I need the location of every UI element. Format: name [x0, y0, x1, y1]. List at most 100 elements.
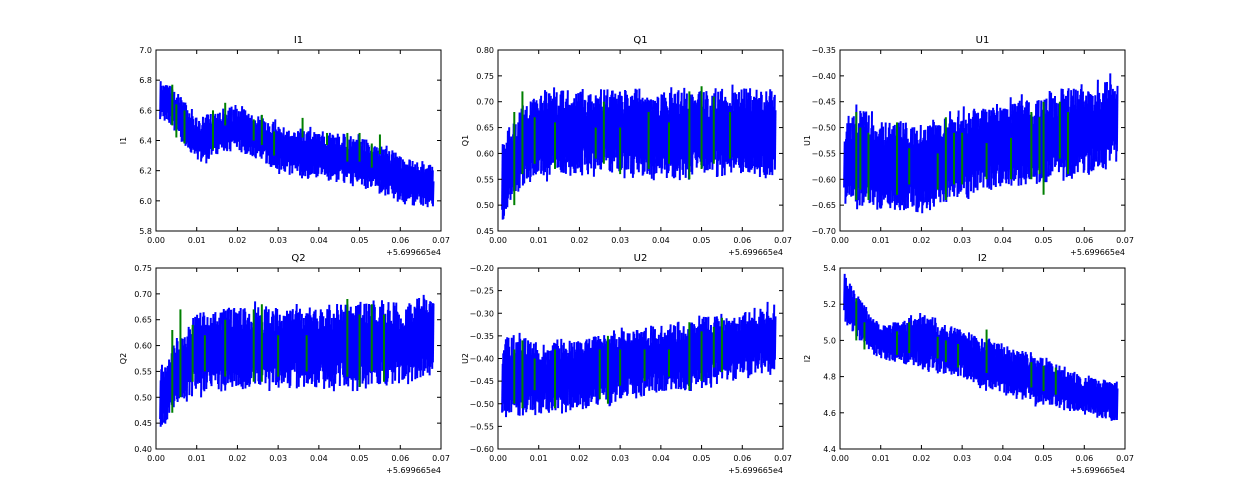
- x-tick-label: 0.05: [1035, 454, 1053, 463]
- subplot-I2: 0.00 0.01 0.02 0.03 0.04 0.05 0.06 0.07 4.4 4.6 4.…: [803, 253, 1134, 475]
- x-tick-label: 0.00: [147, 454, 165, 463]
- x-offset-label: +5.699665e4: [1070, 248, 1125, 257]
- y-axis-label: Q1: [461, 135, 470, 146]
- x-tick-label: 0.04: [310, 236, 328, 245]
- y-tick-label: 4.6: [823, 409, 836, 418]
- x-tick-label: 0.03: [953, 454, 971, 463]
- y-tick-label: −0.50: [811, 124, 836, 133]
- x-tick-label: 0.02: [229, 454, 247, 463]
- x-tick-label: 0.04: [652, 236, 670, 245]
- x-tick-label: 0.01: [188, 236, 206, 245]
- x-tick-label: 0.01: [872, 236, 890, 245]
- y-tick-label: 0.65: [476, 124, 494, 133]
- y-tick-label: 5.2: [823, 300, 836, 309]
- y-tick-label: 4.4: [823, 445, 836, 454]
- x-tick-label: 0.01: [530, 236, 548, 245]
- y-tick-label: −0.70: [811, 227, 836, 236]
- blue-series-segment: [1115, 388, 1119, 421]
- y-tick-label: 0.60: [476, 149, 494, 158]
- blue-series-segment: [773, 316, 777, 360]
- y-tick-label: −0.45: [811, 98, 836, 107]
- y-tick-label: 5.8: [139, 227, 152, 236]
- subplot-title: Q1: [633, 35, 647, 46]
- x-tick-label: 0.03: [611, 236, 629, 245]
- x-tick-label: 0.07: [1116, 454, 1134, 463]
- x-tick-label: 0.05: [351, 236, 369, 245]
- blue-series-segment: [431, 181, 435, 207]
- plot-area: [159, 294, 435, 427]
- y-axis-label: I1: [119, 137, 128, 144]
- x-tick-label: 0.02: [571, 454, 589, 463]
- y-tick-label: 0.55: [134, 367, 152, 376]
- x-tick-label: 0.02: [913, 454, 931, 463]
- x-tick-label: 0.05: [351, 454, 369, 463]
- blue-series-segment: [431, 303, 435, 363]
- y-tick-label: −0.35: [811, 46, 836, 55]
- y-tick-label: −0.40: [811, 72, 836, 81]
- x-tick-label: 0.03: [953, 236, 971, 245]
- y-tick-label: 0.70: [134, 290, 152, 299]
- x-tick-label: 0.00: [147, 236, 165, 245]
- axes-frame: [839, 49, 1126, 232]
- x-tick-label: 0.03: [611, 454, 629, 463]
- y-tick-label: 0.60: [134, 342, 152, 351]
- blue-series-segment: [1115, 85, 1119, 152]
- x-offset-label: +5.699665e4: [386, 466, 441, 475]
- subplot-title: I2: [978, 253, 987, 264]
- axes-frame: [497, 49, 784, 232]
- subplot-U2: 0.00 0.01 0.02 0.03 0.04 0.05 0.06 0.07 −0.60 −0.…: [461, 253, 792, 475]
- x-offset-label: +5.699665e4: [728, 248, 783, 257]
- blue-series-segment: [773, 110, 777, 170]
- x-tick-label: 0.06: [733, 454, 751, 463]
- x-tick-label: 0.01: [530, 454, 548, 463]
- y-axis-label: U2: [461, 353, 470, 364]
- y-tick-label: −0.30: [469, 309, 494, 318]
- plot-area: [159, 81, 435, 208]
- y-tick-label: −0.65: [811, 201, 836, 210]
- y-tick-label: 0.65: [134, 316, 152, 325]
- y-tick-label: 0.75: [476, 72, 494, 81]
- y-tick-label: 0.50: [476, 201, 494, 210]
- y-tick-label: 0.80: [476, 46, 494, 55]
- axes-frame: [155, 267, 442, 450]
- x-tick-label: 0.04: [310, 454, 328, 463]
- subplot-title: U2: [634, 253, 648, 264]
- y-tick-label: 5.0: [823, 336, 836, 345]
- y-tick-label: −0.55: [469, 422, 494, 431]
- y-tick-label: 6.6: [139, 106, 152, 115]
- plot-area: [501, 84, 777, 220]
- x-tick-label: 0.05: [1035, 236, 1053, 245]
- y-axis-label: U1: [803, 135, 812, 146]
- subplot-title: Q2: [291, 253, 305, 264]
- x-tick-label: 0.07: [774, 454, 792, 463]
- x-tick-label: 0.07: [774, 236, 792, 245]
- subplot-U1: 0.00 0.01 0.02 0.03 0.04 0.05 0.06 0.07 −0.70 −0.…: [803, 35, 1134, 257]
- x-tick-label: 0.06: [391, 236, 409, 245]
- y-tick-label: 0.45: [476, 227, 494, 236]
- x-tick-label: 0.04: [994, 236, 1012, 245]
- y-tick-label: −0.55: [811, 149, 836, 158]
- y-tick-label: 6.4: [139, 137, 152, 146]
- y-tick-label: 0.55: [476, 175, 494, 184]
- x-tick-label: 0.03: [269, 454, 287, 463]
- y-tick-label: 6.8: [139, 76, 152, 85]
- y-tick-label: −0.25: [469, 287, 494, 296]
- y-tick-label: −0.45: [469, 377, 494, 386]
- axes-frame: [839, 267, 1126, 450]
- subplot-Q1: 0.00 0.01 0.02 0.03 0.04 0.05 0.06 0.07 0.45 0.50…: [461, 35, 792, 257]
- x-tick-label: 0.00: [831, 454, 849, 463]
- x-tick-label: 0.07: [432, 236, 450, 245]
- x-offset-label: +5.699665e4: [386, 248, 441, 257]
- x-tick-label: 0.00: [831, 236, 849, 245]
- plot-area: [843, 273, 1119, 421]
- x-tick-label: 0.02: [913, 236, 931, 245]
- y-tick-label: −0.20: [469, 264, 494, 273]
- y-axis-label: Q2: [119, 353, 128, 364]
- y-tick-label: 6.0: [139, 197, 152, 206]
- y-tick-label: −0.60: [811, 175, 836, 184]
- plot-area: [501, 301, 777, 418]
- x-tick-label: 0.02: [229, 236, 247, 245]
- x-tick-label: 0.07: [1116, 236, 1134, 245]
- x-tick-label: 0.03: [269, 236, 287, 245]
